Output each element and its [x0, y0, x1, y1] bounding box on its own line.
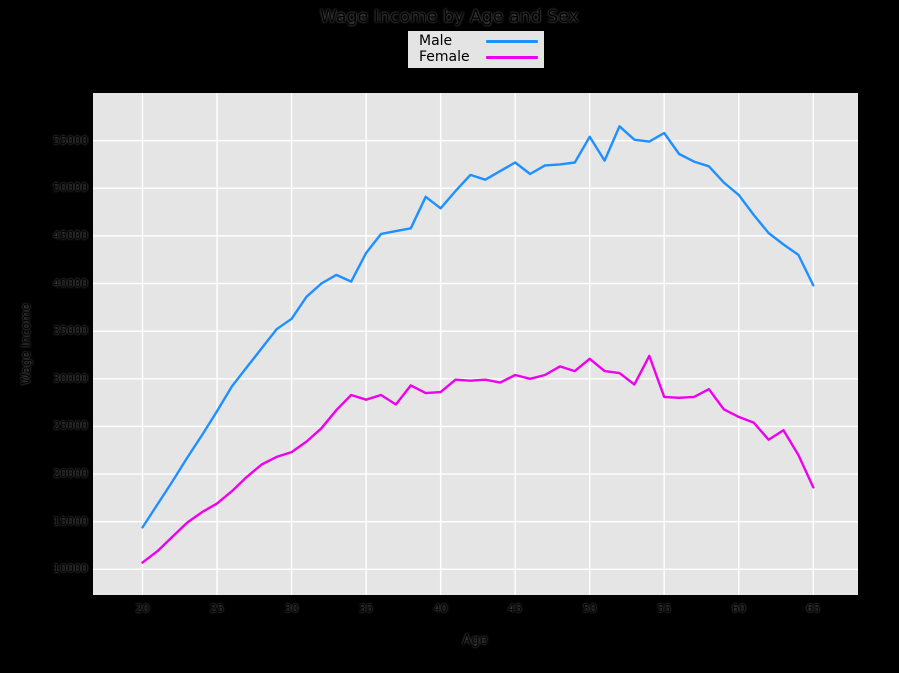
y-tick-label: 25000 [53, 419, 88, 433]
x-tick-label: 65 [806, 602, 821, 615]
x-axis-title: Age [462, 633, 488, 648]
y-tick-label: 40000 [53, 276, 88, 290]
y-tick-label: 45000 [53, 228, 88, 242]
legend-entry-female: Female [419, 49, 538, 65]
x-tick-label: 20 [135, 602, 150, 615]
legend-line-male-swatch [486, 39, 538, 43]
x-tick-label: 30 [284, 602, 299, 615]
legend-line-female-swatch [486, 55, 538, 59]
legend-label-female: Female [419, 49, 470, 65]
legend-entry-male: Male [419, 33, 538, 49]
x-tick-label: 25 [210, 602, 225, 615]
y-tick-label: 50000 [53, 181, 88, 195]
female-line [141, 354, 815, 564]
y-tick-label: 55000 [53, 133, 88, 147]
x-tick-label: 50 [582, 602, 597, 615]
chart-title: Wage Income by Age and Sex [320, 7, 579, 27]
y-tick-label: 30000 [53, 371, 88, 385]
plot-area [93, 93, 858, 595]
y-tick-label: 10000 [53, 562, 88, 576]
male-line [141, 125, 815, 529]
y-tick-label: 35000 [53, 324, 88, 338]
legend-label-male: Male [419, 33, 453, 49]
y-axis-title: Wage Income [19, 303, 33, 385]
x-tick-label: 55 [657, 602, 672, 615]
gridlines [93, 93, 858, 595]
legend: Male Female [407, 30, 545, 69]
x-tick-label: 35 [359, 602, 374, 615]
x-tick-label: 45 [508, 602, 523, 615]
y-tick-label: 20000 [53, 467, 88, 481]
x-tick-label: 60 [731, 602, 746, 615]
x-tick-label: 40 [433, 602, 448, 615]
y-tick-label: 15000 [53, 514, 88, 528]
